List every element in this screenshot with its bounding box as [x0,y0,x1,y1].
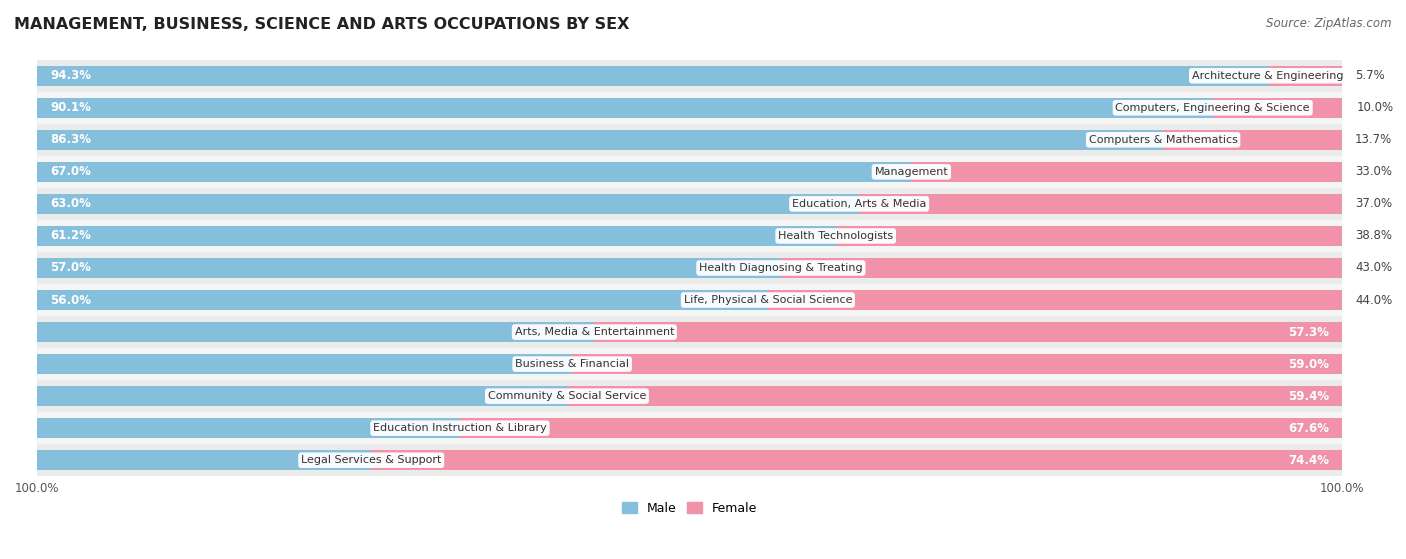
Text: 86.3%: 86.3% [51,133,91,146]
Bar [37,418,460,438]
Bar [37,451,371,470]
Text: Computers & Mathematics: Computers & Mathematics [1088,135,1237,145]
Bar [37,316,1341,348]
Text: 74.4%: 74.4% [1288,454,1329,467]
Bar [1268,66,1341,86]
Text: Architecture & Engineering: Architecture & Engineering [1192,71,1343,80]
Bar [37,162,911,182]
Text: 38.8%: 38.8% [1355,229,1392,243]
Text: 59.0%: 59.0% [1288,358,1329,371]
Bar [37,412,1341,444]
Text: Health Technologists: Health Technologists [778,231,893,241]
Text: Computers, Engineering & Science: Computers, Engineering & Science [1115,103,1310,113]
Text: 10.0%: 10.0% [1357,101,1393,114]
Bar [37,322,595,342]
Legend: Male, Female: Male, Female [617,497,762,520]
Bar [859,194,1341,214]
Bar [37,290,768,310]
Text: Community & Social Service: Community & Social Service [488,391,647,401]
Bar [37,124,1341,156]
Bar [37,98,1213,118]
Text: 57.0%: 57.0% [51,262,91,274]
Bar [371,451,1341,470]
Text: 13.7%: 13.7% [1355,133,1392,146]
Bar [37,226,835,246]
Bar [37,194,859,214]
Bar [1213,98,1343,118]
Text: Education, Arts & Media: Education, Arts & Media [792,199,927,209]
Text: 41.0%: 41.0% [522,358,560,371]
Text: 32.4%: 32.4% [409,421,447,435]
Text: 59.4%: 59.4% [1288,390,1329,402]
Text: 67.0%: 67.0% [51,165,91,178]
Text: 44.0%: 44.0% [1355,293,1392,306]
Text: 37.0%: 37.0% [1355,197,1392,210]
Bar [37,348,1341,380]
Bar [37,156,1341,188]
Text: 42.7%: 42.7% [544,325,581,339]
Text: Health Diagnosing & Treating: Health Diagnosing & Treating [699,263,863,273]
Bar [37,444,1341,476]
Bar [37,354,572,374]
Text: Management: Management [875,167,948,177]
Bar [37,60,1341,92]
Bar [37,258,780,278]
Bar [37,130,1163,150]
Text: 94.3%: 94.3% [51,69,91,82]
Bar [37,220,1341,252]
Bar [37,284,1341,316]
Bar [835,226,1341,246]
Bar [595,322,1341,342]
Bar [37,92,1341,124]
Text: 43.0%: 43.0% [1355,262,1392,274]
Text: 5.7%: 5.7% [1355,69,1385,82]
Bar [911,162,1341,182]
Bar [572,354,1341,374]
Text: 56.0%: 56.0% [51,293,91,306]
Text: 90.1%: 90.1% [51,101,91,114]
Bar [37,386,567,406]
Text: Life, Physical & Social Science: Life, Physical & Social Science [683,295,852,305]
Text: Business & Financial: Business & Financial [515,359,628,369]
Bar [780,258,1341,278]
Text: 61.2%: 61.2% [51,229,91,243]
Text: 25.6%: 25.6% [321,454,359,467]
Text: Arts, Media & Entertainment: Arts, Media & Entertainment [515,327,673,337]
Text: Legal Services & Support: Legal Services & Support [301,455,441,465]
Bar [37,252,1341,284]
Bar [37,66,1268,86]
Text: 33.0%: 33.0% [1355,165,1392,178]
Text: 57.3%: 57.3% [1288,325,1329,339]
Text: 63.0%: 63.0% [51,197,91,210]
Bar [1163,130,1341,150]
Text: 40.6%: 40.6% [516,390,554,402]
Text: Source: ZipAtlas.com: Source: ZipAtlas.com [1267,17,1392,30]
Text: MANAGEMENT, BUSINESS, SCIENCE AND ARTS OCCUPATIONS BY SEX: MANAGEMENT, BUSINESS, SCIENCE AND ARTS O… [14,17,630,32]
Bar [460,418,1341,438]
Text: Education Instruction & Library: Education Instruction & Library [373,423,547,433]
Bar [37,380,1341,412]
Bar [37,188,1341,220]
Text: 67.6%: 67.6% [1288,421,1329,435]
Bar [567,386,1341,406]
Bar [768,290,1341,310]
